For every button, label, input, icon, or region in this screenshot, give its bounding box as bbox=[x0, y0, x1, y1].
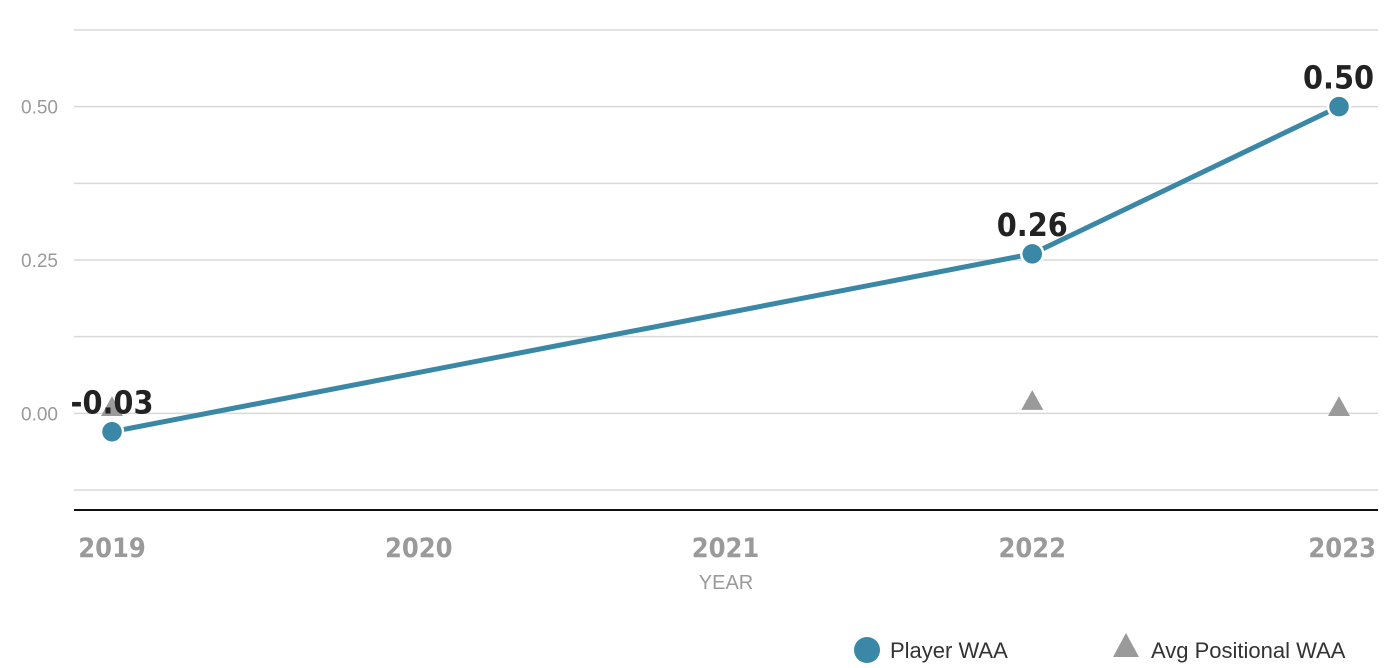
legend-player-label: Player WAA bbox=[890, 638, 1008, 663]
x-axis-ticks: 2019 2020 2021 2022 2023 bbox=[78, 533, 1376, 564]
x-axis-label: YEAR bbox=[699, 572, 753, 594]
gridlines bbox=[74, 29, 1378, 491]
legend-player-marker bbox=[854, 637, 880, 663]
player-waa-marker bbox=[1326, 94, 1352, 119]
player-waa-marker bbox=[99, 419, 125, 444]
x-tick-label: 2021 bbox=[692, 533, 760, 564]
y-axis-ticks: 0.50 0.25 0.00 bbox=[21, 98, 58, 426]
avg-positional-marker bbox=[1328, 396, 1350, 416]
legend-avg-marker bbox=[1113, 633, 1139, 657]
y-tick-label: 0.50 bbox=[21, 98, 58, 119]
player-waa-data-label: 0.50 bbox=[1303, 59, 1374, 97]
player-waa-marker bbox=[1020, 241, 1045, 267]
avg-positional-marker bbox=[101, 396, 123, 416]
player-waa-data-label: 0.26 bbox=[997, 206, 1068, 244]
avg-positional-marker bbox=[1021, 390, 1044, 410]
legend: Player WAA Avg Positional WAA bbox=[854, 633, 1346, 663]
y-tick-label: 0.25 bbox=[21, 251, 58, 272]
legend-avg-label: Avg Positional WAA bbox=[1151, 638, 1346, 663]
x-tick-label: 2020 bbox=[385, 533, 453, 564]
x-tick-label: 2023 bbox=[1308, 533, 1376, 564]
player-waa-data-label: -0.03 bbox=[71, 384, 154, 422]
x-tick-label: 2022 bbox=[998, 533, 1066, 564]
x-tick-label: 2019 bbox=[78, 533, 146, 564]
player-waa-line bbox=[109, 104, 1342, 435]
series: -0.03 0.26 0.50 bbox=[71, 59, 1374, 444]
y-tick-label: 0.00 bbox=[21, 404, 58, 425]
